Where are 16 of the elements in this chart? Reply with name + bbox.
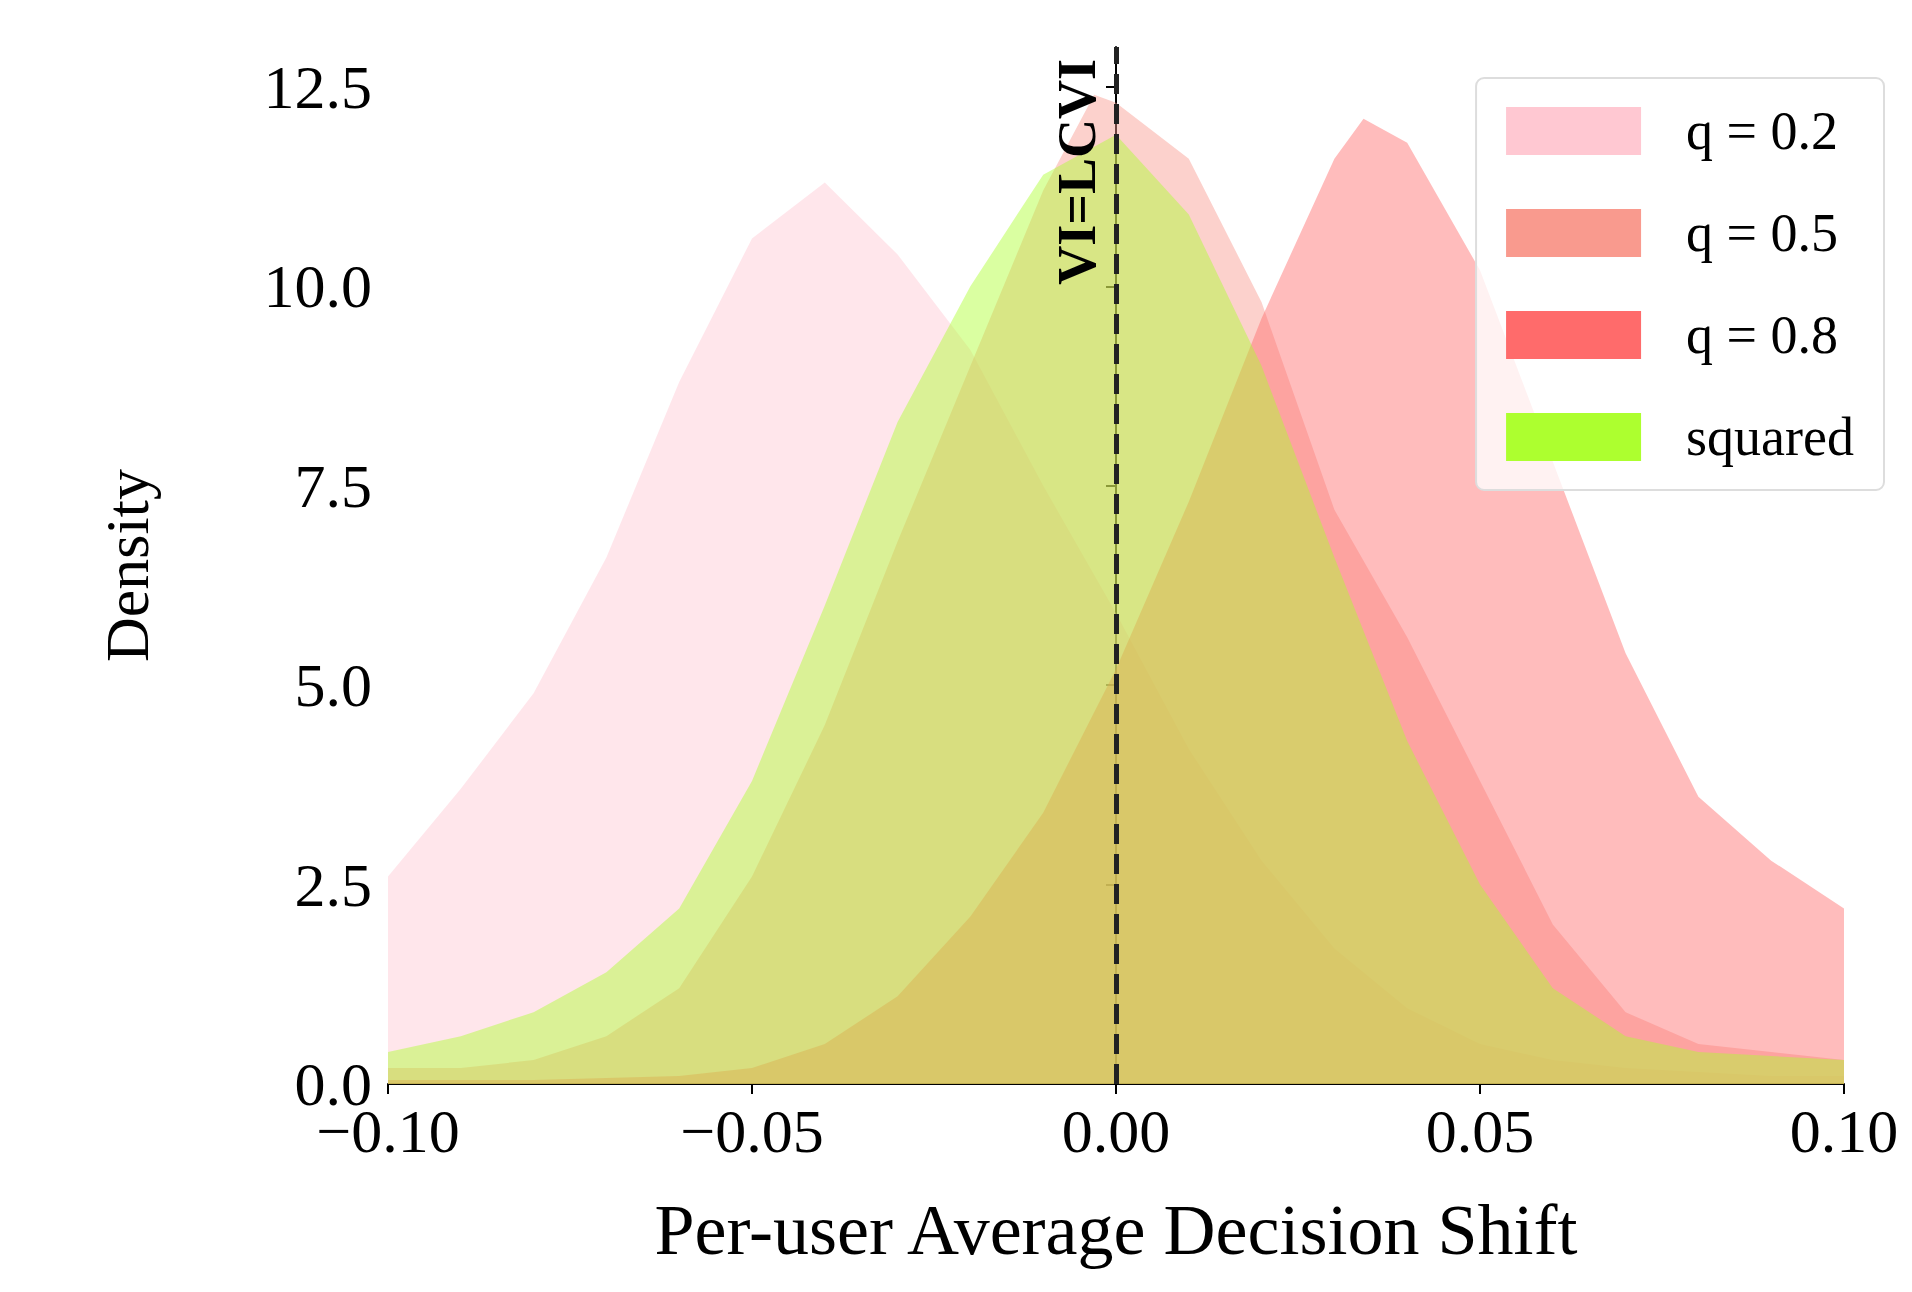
x-tick-label: 0.05 (1425, 1097, 1535, 1165)
y-tick-label: 7.5 (294, 451, 372, 520)
ref-line-label: VI=LCVI (1047, 59, 1107, 285)
y-axis-title: Density (93, 469, 161, 662)
y-tick-label: 12.5 (263, 52, 372, 121)
x-tick-label: 0.10 (1789, 1097, 1899, 1165)
legend-label: q = 0.5 (1686, 203, 1839, 263)
y-tick-label: 10.0 (263, 252, 372, 321)
legend-label: q = 0.8 (1686, 305, 1839, 365)
x-tick-label: 0.00 (1061, 1097, 1171, 1165)
x-axis-title: Per-user Average Decision Shift (654, 1190, 1578, 1270)
y-tick-label: 5.0 (294, 651, 372, 720)
x-tick-label: −0.05 (680, 1097, 824, 1165)
legend-label: q = 0.2 (1686, 101, 1839, 161)
legend-label: squared (1686, 407, 1854, 467)
y-tick-label: 2.5 (294, 850, 372, 919)
